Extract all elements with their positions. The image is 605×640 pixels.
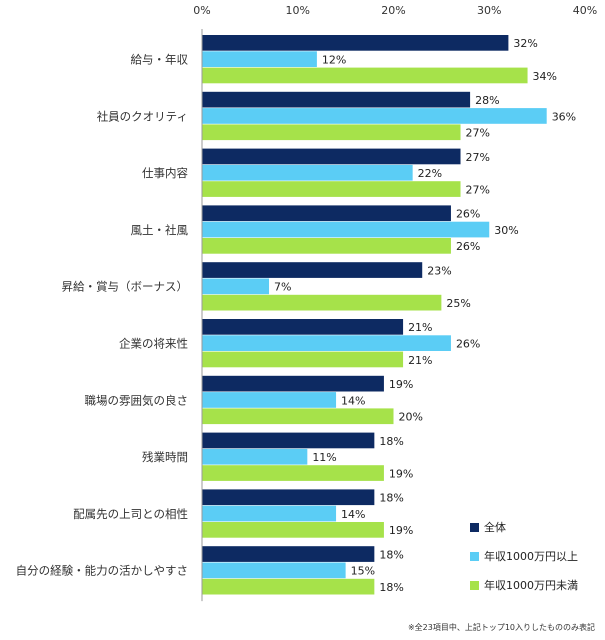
data-label: 21% [408,354,432,367]
data-label: 25% [446,297,470,310]
category-label: 職場の雰囲気の良さ [85,393,189,407]
data-label: 20% [399,411,423,424]
legend: 全体 年収1000万円以上 年収1000万円未満 [470,519,578,606]
category-label: 企業の将来性 [119,336,188,350]
x-tick-label: 20% [381,4,405,17]
bar [202,448,308,465]
data-label: 27% [466,151,490,164]
bar [202,505,337,522]
footnote: ※全23項目中、上記トップ10入りしたもののみ表記 [407,623,595,632]
legend-item-over-10m: 年収1000万円以上 [470,548,578,564]
bar [202,319,404,335]
data-label: 22% [418,167,442,180]
category-label: 社員のクオリティ [97,109,188,123]
bar [202,91,471,108]
data-label: 26% [456,240,480,253]
bar [202,392,337,408]
data-label: 21% [408,321,432,334]
bar [202,148,461,165]
data-label: 26% [456,208,480,221]
data-label: 19% [389,467,413,480]
category-label: 昇給・賞与（ボーナス） [62,280,189,294]
data-label: 15% [351,565,375,578]
data-label: 18% [379,548,403,561]
x-tick-label: 40% [573,4,597,17]
category-label: 自分の経験・能力の活かしやすさ [16,564,188,578]
bar [202,221,490,238]
bar [202,51,317,67]
bar [202,124,461,141]
category-label: 仕事内容 [142,166,188,180]
bar [202,278,270,295]
data-label: 27% [466,183,490,196]
bar [202,262,423,278]
data-label: 28% [475,94,499,107]
legend-swatch-over-10m [470,551,479,561]
data-label: 30% [494,224,518,237]
legend-item-overall: 全体 [470,519,578,535]
data-label: 18% [379,581,403,594]
data-label: 7% [274,281,291,294]
legend-label-over-10m: 年収1000万円以上 [484,550,578,563]
data-label: 19% [389,524,413,537]
legend-swatch-overall [470,522,479,532]
x-tick-label: 30% [477,4,501,17]
bar [202,408,394,425]
bar [202,432,375,449]
legend-item-under-10m: 年収1000万円未満 [470,577,578,593]
x-tick-label: 10% [286,4,310,17]
data-label: 23% [427,264,451,277]
bar [202,465,384,481]
legend-label-overall: 全体 [484,521,506,534]
bar [202,546,375,562]
data-label: 12% [322,53,346,66]
bar [202,578,375,595]
bar [202,205,451,222]
bar [202,108,547,124]
data-label: 14% [341,394,365,407]
data-label: 14% [341,508,365,521]
category-label: 風土・社風 [131,223,189,237]
category-label: 残業時間 [142,450,188,464]
data-label: 19% [389,378,413,391]
bar [202,489,375,506]
data-label: 27% [466,127,490,140]
data-label: 36% [552,110,576,123]
bar [202,181,461,197]
bar [202,522,384,538]
bar [202,164,413,181]
bar [202,351,404,368]
bar [202,67,528,84]
data-label: 11% [312,451,336,464]
bar [202,294,442,311]
data-label: 18% [379,492,403,505]
category-label: 給与・年収 [131,52,189,66]
bar [202,35,509,51]
bar [202,562,346,579]
data-label: 32% [513,37,537,50]
legend-label-under-10m: 年収1000万円未満 [484,579,578,592]
bar [202,375,384,392]
category-label: 配属先の上司との相性 [73,507,188,521]
bar [202,335,451,351]
x-tick-label: 0% [193,4,210,17]
legend-swatch-under-10m [470,580,479,590]
data-label: 18% [379,435,403,448]
data-label: 26% [456,337,480,350]
bar [202,238,451,254]
data-label: 34% [533,70,557,83]
